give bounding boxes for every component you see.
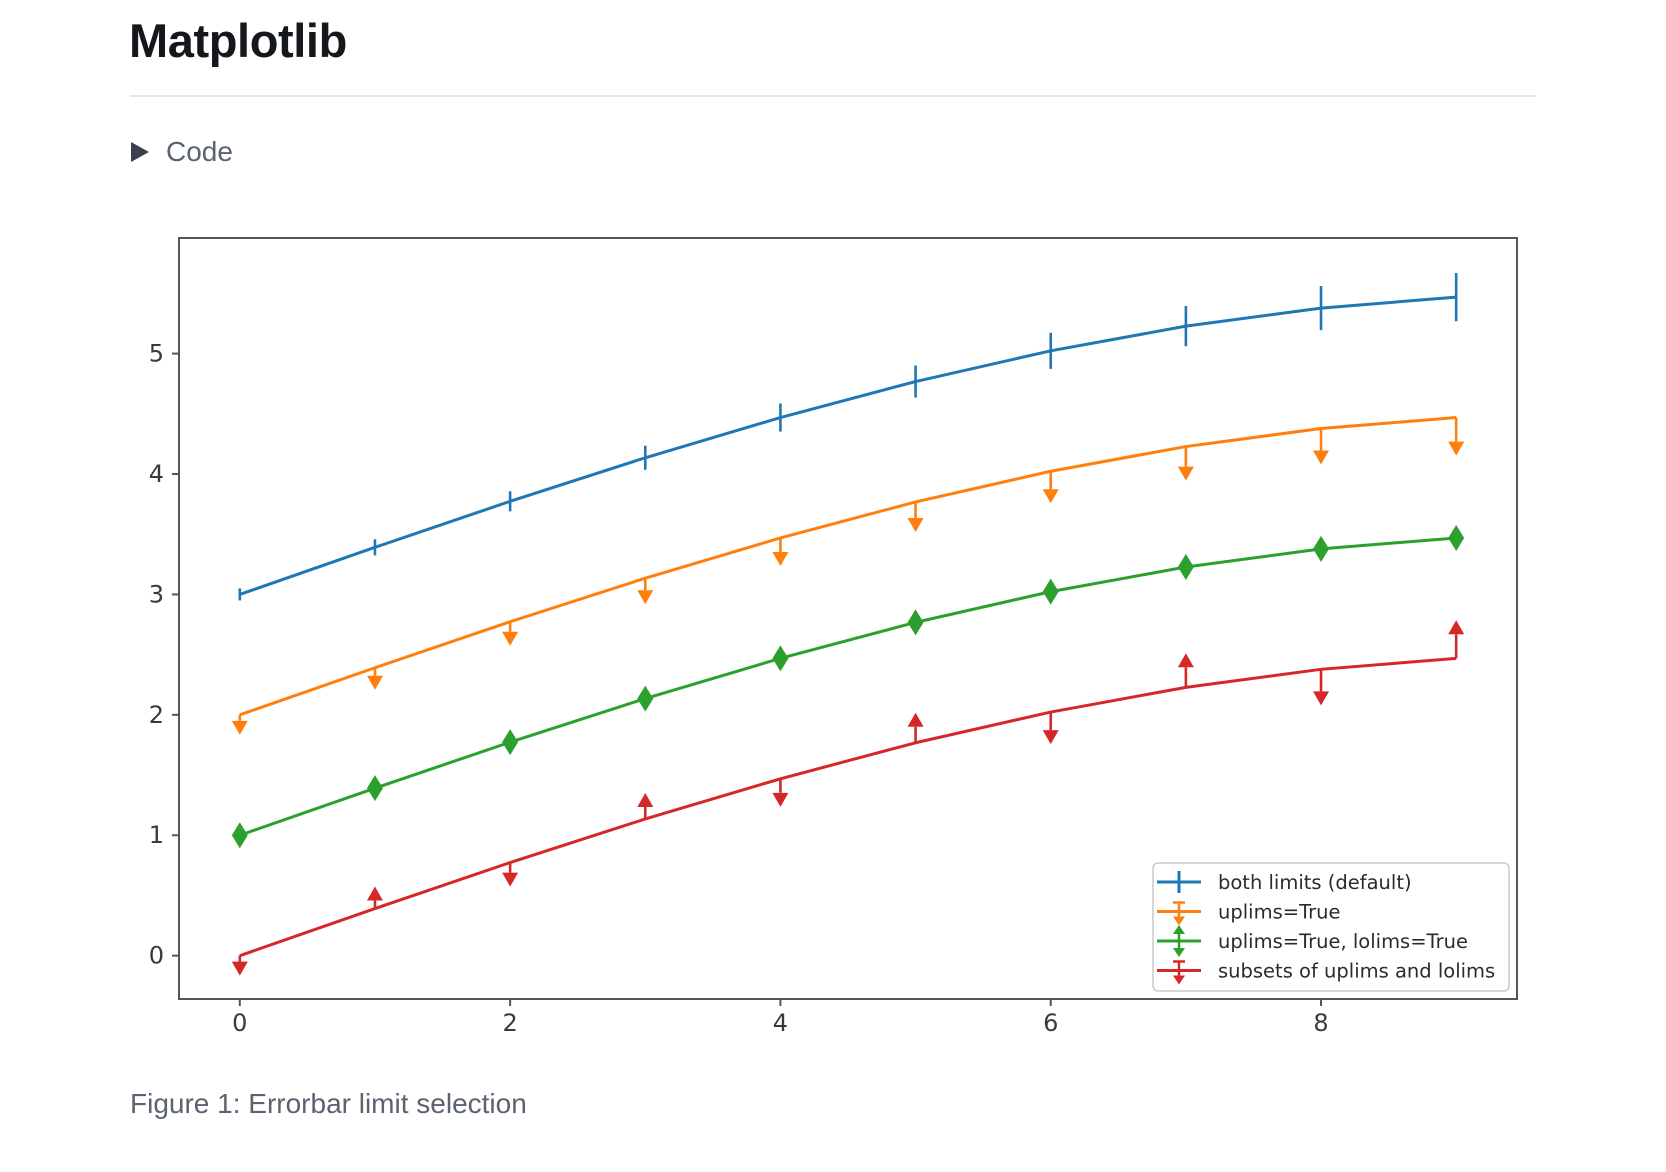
diamond-marker: [366, 775, 383, 802]
series-line: [239, 416, 1457, 717]
page-title: Matplotlib: [129, 14, 347, 67]
caret-down-marker: [1448, 441, 1465, 456]
series-line: [239, 295, 1457, 596]
diamond-marker: [907, 609, 924, 636]
code-fold-toggle[interactable]: Code: [131, 138, 233, 166]
legend-key-caret-down: [1173, 975, 1185, 985]
x-tick-label: 0: [232, 1009, 247, 1037]
caret-up-marker: [637, 792, 654, 807]
legend-label: uplims=True: [1218, 901, 1340, 924]
y-tick-label: 1: [149, 821, 164, 849]
diamond-marker: [1313, 535, 1330, 562]
errorbar-chart-svg: 0 2 4 6 8 0 1 2 3 4 5 both limits (default) uplims=T…: [149, 237, 1518, 1037]
diamond-marker: [502, 729, 519, 756]
legend-box: [1152, 862, 1510, 992]
x-tick-label: 4: [773, 1009, 788, 1037]
caret-down-marker: [502, 631, 519, 646]
y-tick-label: 5: [149, 340, 164, 368]
legend-key-caret-up: [1173, 925, 1185, 934]
diamond-marker: [231, 822, 248, 849]
caret-up-marker: [907, 712, 924, 727]
legend-key-caret-down: [1173, 948, 1185, 957]
y-tick-label: 0: [149, 942, 164, 970]
legend-label: uplims=True, lolims=True: [1218, 930, 1468, 953]
diamond-marker: [1448, 524, 1465, 551]
caret-down-marker: [231, 961, 248, 976]
series-line: [239, 656, 1457, 958]
caret-up-marker: [1177, 653, 1194, 668]
figure-caption: Figure 1: Errorbar limit selection: [130, 1088, 527, 1119]
series-line: [239, 536, 1457, 837]
caret-up-marker: [366, 886, 383, 901]
x-tick-label: 6: [1043, 1009, 1058, 1037]
caret-down-marker: [907, 517, 924, 532]
diamond-marker: [1177, 553, 1194, 580]
y-tick-label: 4: [149, 460, 164, 488]
caret-down-marker: [502, 872, 519, 887]
legend-label: both limits (default): [1218, 871, 1412, 894]
y-tick-label: 3: [149, 580, 164, 608]
caret-down-marker: [637, 590, 654, 605]
diamond-marker: [637, 685, 654, 712]
caret-down-marker: [1177, 466, 1194, 481]
caret-down-marker: [1313, 450, 1330, 465]
y-tick-label: 2: [149, 701, 164, 729]
legend-key-caret-down: [1173, 916, 1185, 926]
x-tick-label: 2: [502, 1009, 517, 1037]
code-fold-label: Code: [166, 136, 233, 167]
caret-down-marker: [772, 551, 789, 566]
caret-down-marker: [1042, 730, 1059, 745]
diamond-marker: [772, 645, 789, 672]
divider: [130, 95, 1536, 97]
caret-down-marker: [366, 675, 383, 690]
x-tick-label: 8: [1313, 1009, 1328, 1037]
caret-down-marker: [1042, 489, 1059, 504]
diamond-marker: [1042, 578, 1059, 605]
caret-down-marker: [772, 792, 789, 807]
legend-label: subsets of uplims and lolims: [1218, 960, 1495, 983]
caret-up-marker: [1448, 620, 1465, 635]
caret-down-marker: [231, 720, 248, 735]
disclosure-triangle-icon: [131, 142, 149, 162]
caret-down-marker: [1313, 691, 1330, 706]
